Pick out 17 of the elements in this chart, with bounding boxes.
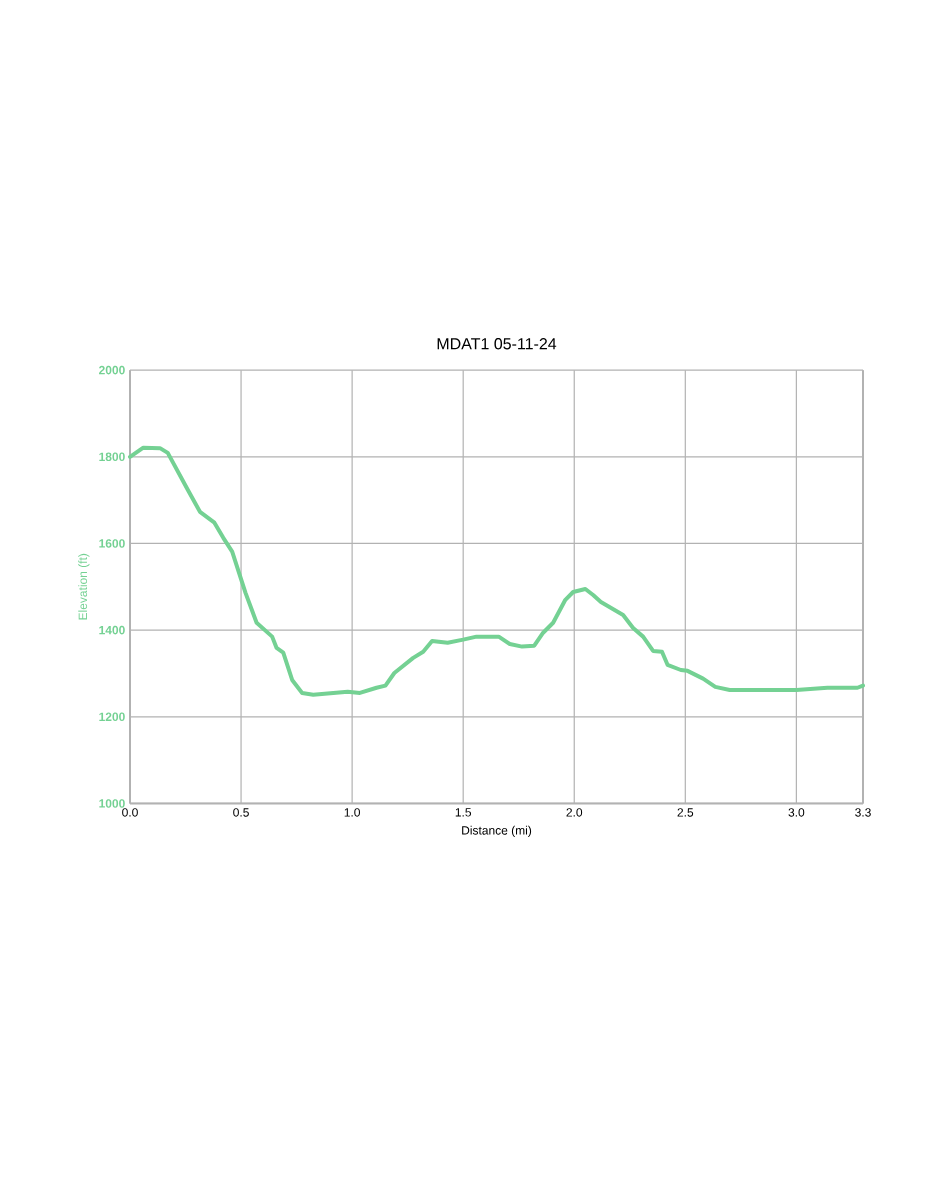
y-tick-label: 1000 [99, 799, 125, 808]
x-tick-label: 3.3 [855, 808, 871, 817]
y-tick-label: 1600 [99, 539, 125, 548]
x-tick-label: 0.0 [122, 808, 138, 817]
x-tick-label: 3.0 [788, 808, 805, 817]
y-tick-label: 1200 [99, 712, 125, 722]
y-tick-label: 1400 [99, 625, 125, 635]
x-tick-label: 0.5 [233, 808, 249, 817]
y-tick-label: 1800 [99, 452, 125, 462]
y-tick-label: 2000 [99, 365, 125, 375]
x-tick-label: 2.5 [677, 808, 694, 817]
x-tick-label: 2.0 [566, 808, 583, 817]
x-tick-label: 1.5 [455, 808, 472, 817]
chart-title: MDAT1 05-11-24 [437, 338, 557, 350]
x-tick-label: 1.0 [344, 808, 360, 817]
x-axis-title: Distance (mi) [462, 825, 532, 838]
y-axis-title: Elevation (ft) [78, 553, 90, 620]
